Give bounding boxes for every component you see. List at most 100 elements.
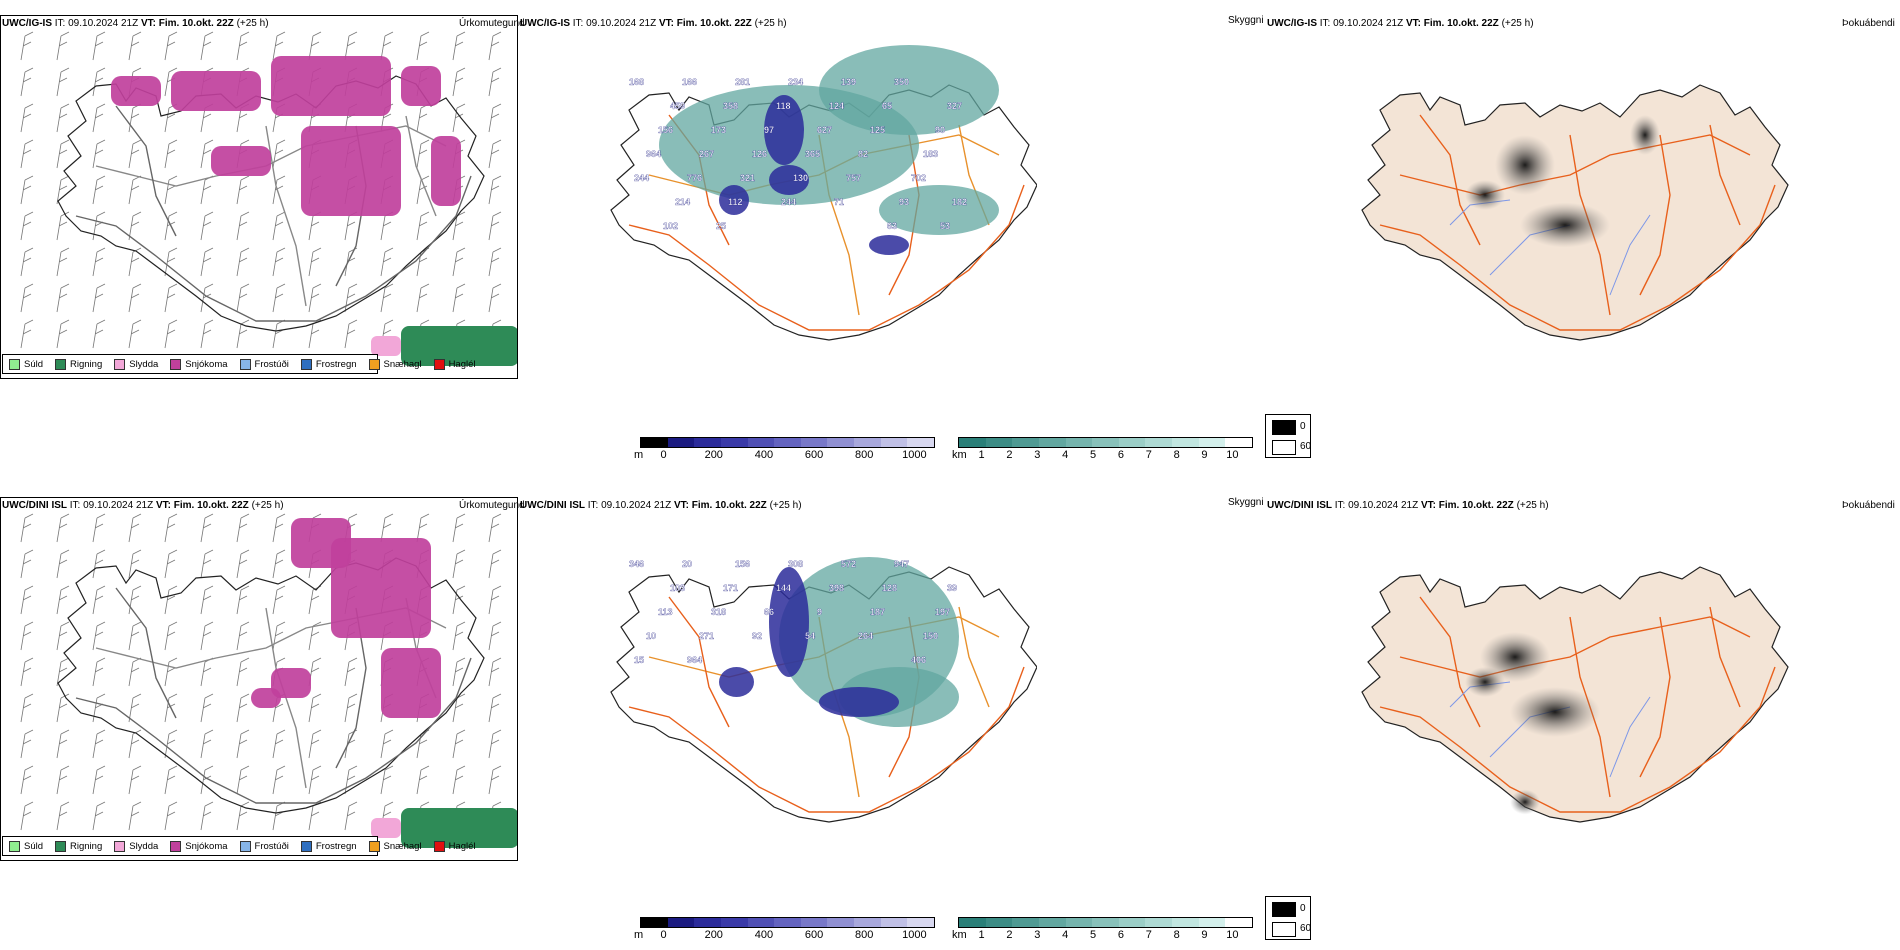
cloud-base-label: 964 [646, 149, 661, 159]
cloud-base-label: 118 [776, 101, 791, 111]
cloud-base-label: 150 [923, 631, 938, 641]
cloud-base-label: 350 [894, 77, 909, 87]
cc-black-swatch [1272, 420, 1296, 435]
colorbar-tick: 600 [804, 929, 824, 941]
colorbar-unit: m [634, 929, 644, 941]
cloud-base-label: 346 [629, 559, 644, 569]
fog-title-ig: Þokuábendi [1842, 18, 1895, 29]
cc-white-swatch [1272, 922, 1296, 937]
colorbar-tick: 800 [855, 449, 874, 461]
cloud-base-label: 264 [858, 631, 873, 641]
legend-swatch [433, 358, 445, 370]
legend-swatch [55, 840, 67, 852]
cloud-base-label: 171 [723, 583, 738, 593]
cloud-base-label: 90 [935, 125, 945, 135]
cloud-base-colorbar-dini: m 0 200 400 600 800 1000 [634, 917, 935, 942]
cloud-base-label: 398 [829, 583, 844, 593]
cloud-base-label: 66 [764, 607, 774, 617]
colorbar-tick: 6 [1117, 929, 1124, 941]
precip-title-dini: Úrkomutegund [459, 500, 525, 511]
cc-black-label: 0 [1300, 421, 1306, 432]
cloud-base-label: 63 [887, 221, 897, 231]
legend-item: Frostúði [239, 358, 289, 370]
colorbar-ticks: 0 200 400 600 800 1000 [640, 448, 935, 462]
cloud-base-labels: 346 20 156 308 572 947 39 103 171 144 398 128 197 113… [629, 559, 957, 665]
legend-item: Frostúði [239, 840, 289, 852]
colorbar-tick: 7 [1145, 449, 1152, 461]
legend-label: Snæhagl [383, 840, 422, 852]
legend-swatch [114, 840, 126, 852]
colorbar-ticks: 1 2 3 4 5 6 7 8 9 10 [958, 448, 1253, 462]
legend-label: Frostúði [254, 840, 289, 852]
cloud-base-label: 214 [675, 197, 690, 207]
wind-barbs [20, 31, 502, 349]
colorbar-tick: 2 [1006, 449, 1013, 461]
legend-label: Snæhagl [383, 358, 422, 370]
cloud-base-label: 92 [752, 631, 762, 641]
colorbar-tick: 8 [1173, 929, 1180, 941]
cloud-base-label: 572 [841, 559, 856, 569]
cloud-base-label: 166 [682, 77, 697, 87]
colorbar-unit: km [952, 929, 967, 941]
rain-areas [371, 808, 517, 848]
colorbar-tick: 800 [855, 929, 874, 941]
precip-panel-dini [0, 497, 518, 861]
precip-map-ig [20, 31, 517, 366]
colorbar-ticks: 1 2 3 4 5 6 7 8 9 10 [958, 928, 1253, 942]
visibility-colorbar-ig: km 1 2 3 4 5 6 7 8 9 10 [952, 437, 1253, 462]
cloud-base-labels: 168 166 281 234 139 350 327 459 358 118 124 65 90 156… [629, 77, 967, 231]
cloud-title-ig: Skyggni [1228, 15, 1264, 26]
legend-swatch [368, 358, 380, 370]
cloud-map-dini: 346 20 156 308 572 947 39 103 171 144 398 128 197 113… [610, 557, 1037, 823]
legend-label: Slydda [129, 358, 159, 370]
legend-swatch [170, 840, 182, 852]
cloud-base-label: 20 [682, 559, 692, 569]
cloud-cover-legend-dini: 0 60 [1265, 896, 1311, 940]
colorbar-cells [640, 917, 935, 928]
cloud-base-label: 97 [764, 125, 774, 135]
fog-header-ig: UWC/IG-IS IT: 09.10.2024 21Z VT: Fim. 10… [1267, 18, 1534, 29]
cloud-base-label: 82 [858, 149, 868, 159]
cloud-base-label: 15 [634, 655, 644, 665]
cloud-base-label: 267 [699, 149, 714, 159]
legend-label: Frostúði [254, 358, 289, 370]
cloud-base-label: 281 [735, 77, 750, 87]
legend-label: Haglél [448, 358, 476, 370]
legend-swatch [114, 358, 126, 370]
legend-item: Frostregn [300, 840, 357, 852]
legend-label: Súld [24, 358, 44, 370]
cc-black-swatch [1272, 902, 1296, 917]
cc-white-label: 60 [1300, 441, 1312, 452]
legend-item: Súld [9, 840, 43, 852]
cloud-base-label: 327 [947, 101, 962, 111]
cloud-base-areas [719, 567, 899, 717]
cloud-base-label: 65 [882, 101, 892, 111]
colorbar-tick: 1 [978, 449, 985, 461]
legend-label: Rigning [70, 840, 103, 852]
colorbar-tick: 9 [1201, 929, 1208, 941]
cc-white-swatch [1272, 440, 1296, 455]
legend-item: Frostregn [300, 358, 357, 370]
legend-label: Slydda [129, 840, 159, 852]
cloud-base-label: 234 [788, 77, 803, 87]
cloud-base-label: 406 [911, 655, 926, 665]
cloud-base-label: 125 [870, 125, 885, 135]
cloud-base-label: 318 [711, 607, 726, 617]
legend-label: Rigning [70, 358, 103, 370]
legend-swatch [55, 358, 67, 370]
cloud-base-label: 103 [670, 583, 685, 593]
colorbar-tick: 600 [804, 449, 824, 461]
cloud-base-label: 308 [788, 559, 803, 569]
cloud-base-label: 197 [935, 607, 950, 617]
cloud-base-label: 947 [894, 559, 909, 569]
legend-label: Snjókoma [185, 358, 228, 370]
colorbar-tick: 200 [704, 449, 723, 461]
cloud-base-label: 102 [663, 221, 678, 231]
colorbar-tick: 1000 [902, 929, 927, 941]
cloud-base-label: 139 [841, 77, 856, 87]
visibility-colorbar-dini: km 1 2 3 4 5 6 7 8 9 10 [952, 917, 1253, 942]
cloud-base-label: 627 [817, 125, 832, 135]
colorbar-tick: 9 [1201, 449, 1208, 461]
cloud-base-label: 271 [699, 631, 714, 641]
colorbar-tick: 400 [754, 929, 774, 941]
